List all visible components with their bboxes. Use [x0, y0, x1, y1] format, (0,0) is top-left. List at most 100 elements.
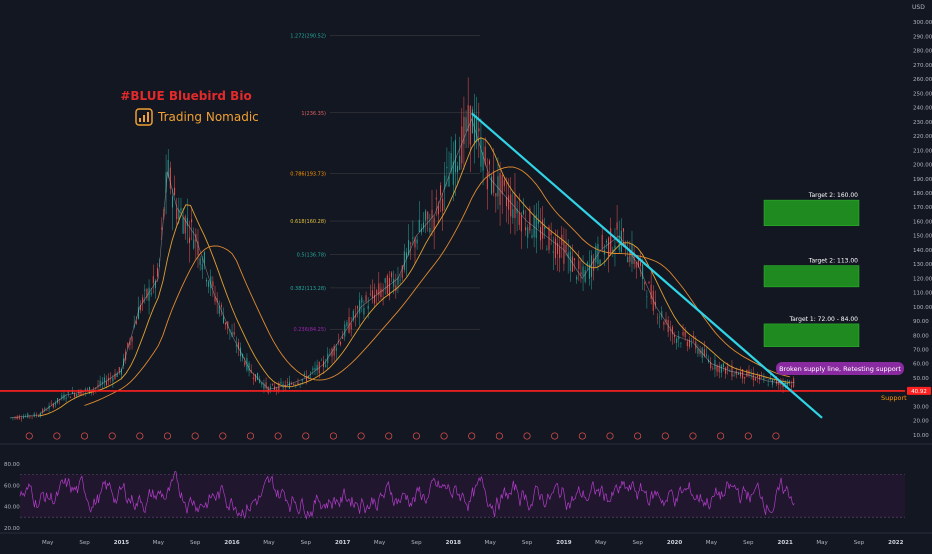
price-candle-body — [448, 175, 450, 187]
price-candle-body — [669, 329, 671, 331]
fib-level-label: 0.382(113.28) — [290, 286, 326, 292]
price-candle-body — [533, 215, 535, 237]
price-candle-body — [708, 360, 710, 363]
price-candle-body — [452, 161, 454, 185]
rsi-pane: 20.00 40.00 60.00 80.00 — [4, 462, 905, 532]
price-candle-body — [686, 341, 688, 347]
price-tick-label: 290.00 — [913, 34, 932, 40]
price-candle-body — [501, 174, 503, 195]
rsi-line — [19, 470, 795, 520]
target-box — [763, 323, 860, 347]
price-candle-body — [271, 384, 273, 386]
price-candle-body — [369, 293, 371, 295]
price-candle-body — [427, 211, 429, 220]
earnings-marker — [25, 432, 33, 440]
price-candle-body — [435, 197, 437, 200]
price-candle-body — [450, 153, 452, 172]
price-candle-body — [574, 258, 576, 261]
price-candle-body — [361, 297, 363, 303]
price-candle-body — [593, 258, 595, 271]
price-candle-body — [293, 383, 295, 386]
price-candle-body — [559, 247, 561, 259]
price-candle-body — [769, 378, 771, 380]
price-candle-body — [446, 166, 448, 169]
earnings-marker — [551, 432, 559, 440]
price-candle-body — [191, 219, 193, 223]
moving-average-fast — [38, 137, 790, 417]
price-candle-body — [267, 386, 269, 393]
price-candle-body — [382, 290, 384, 292]
price-tick-label: 170.00 — [913, 205, 932, 211]
price-candle-body — [733, 375, 735, 376]
price-candle-body — [727, 366, 729, 369]
price-candle-body — [722, 363, 724, 368]
price-candle-body — [76, 394, 78, 397]
price-candle-body — [495, 193, 497, 197]
price-candle-body — [235, 345, 237, 347]
price-candle-body — [520, 215, 522, 232]
price-candle-body — [622, 228, 624, 232]
price-candle-body — [178, 209, 180, 220]
price-candle-body — [440, 185, 442, 196]
price-tick-label: 250.00 — [913, 91, 932, 97]
price-candle-body — [146, 289, 148, 298]
price-candle-body — [493, 170, 495, 193]
earnings-marker — [689, 432, 697, 440]
earnings-marker — [440, 432, 448, 440]
price-candle-body — [557, 242, 559, 255]
price-candle-body — [188, 237, 190, 243]
price-candle-body — [388, 278, 390, 297]
earnings-marker — [523, 432, 531, 440]
earnings-marker — [385, 432, 393, 440]
price-candle-body — [544, 226, 546, 229]
price-candle-body — [254, 374, 256, 382]
price-candle-body — [165, 172, 167, 193]
price-tick-label: 70.00 — [913, 348, 929, 354]
price-candle-body — [97, 385, 99, 387]
supply-trendline — [470, 112, 823, 419]
price-candle-body — [61, 395, 63, 399]
price-candle-body — [718, 365, 720, 373]
price-candle-body — [184, 216, 186, 234]
fib-level-label: 0.236(84.25) — [293, 327, 326, 333]
price-candle-body — [410, 242, 412, 244]
time-tick-label: May — [263, 540, 275, 546]
price-candle-body — [786, 382, 788, 388]
price-candle-body — [167, 159, 169, 177]
price-candle-body — [127, 342, 129, 348]
price-candle-body — [380, 288, 382, 298]
price-candle-body — [231, 331, 233, 337]
price-candle-body — [67, 391, 69, 394]
earnings-marker — [717, 432, 725, 440]
price-candle-body — [684, 331, 686, 338]
price-candle-body — [201, 264, 203, 270]
price-candle-body — [405, 252, 407, 260]
price-candle-body — [648, 282, 650, 284]
price-candle-body — [150, 292, 152, 295]
price-tick-label: 150.00 — [913, 234, 932, 240]
price-candle-body — [469, 106, 471, 145]
earnings-marker — [191, 432, 199, 440]
price-candle-body — [310, 372, 312, 373]
price-candle-body — [99, 380, 101, 386]
price-tick-label: 280.00 — [913, 49, 932, 55]
price-tick-label: 180.00 — [913, 191, 932, 197]
earnings-marker — [744, 432, 752, 440]
price-candle-body — [340, 341, 342, 345]
price-candle-body — [754, 378, 756, 381]
earnings-marker — [80, 432, 89, 440]
price-tick-label: 260.00 — [913, 77, 932, 83]
price-candle-body — [31, 416, 33, 417]
price-candle-body — [320, 360, 322, 361]
chart-title: #BLUE Bluebird Bio — [120, 89, 251, 103]
price-candle-body — [116, 373, 118, 377]
earnings-markers — [25, 432, 780, 440]
price-candle-body — [586, 262, 588, 266]
price-candle-body — [588, 264, 590, 279]
price-candle-body — [616, 222, 618, 230]
price-candle-body — [418, 219, 420, 232]
price-candle-body — [505, 197, 507, 207]
price-candle-body — [750, 375, 752, 377]
price-candle-body — [763, 377, 765, 380]
